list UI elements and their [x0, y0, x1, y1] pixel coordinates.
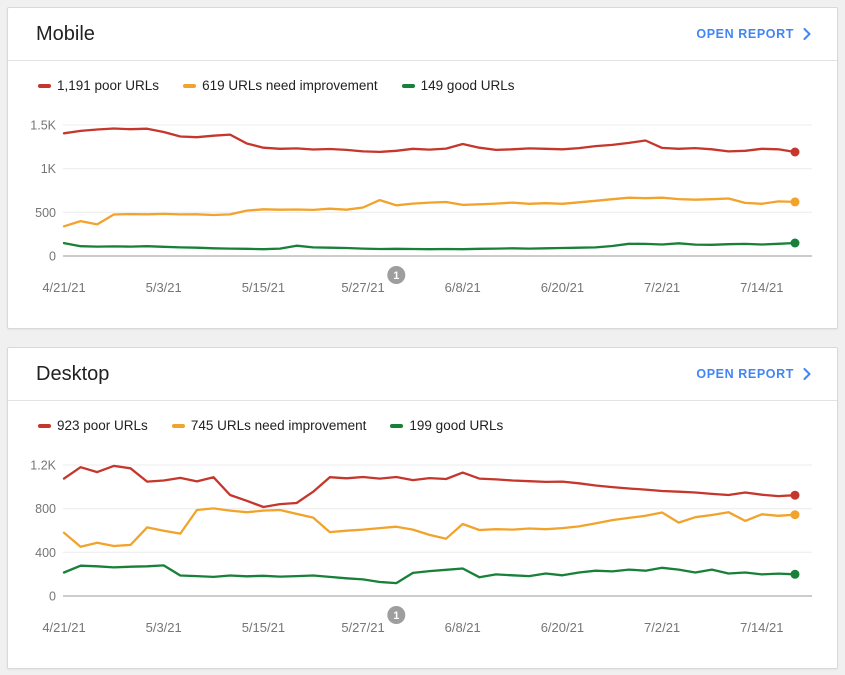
- series-line-good: [62, 564, 797, 585]
- series-end-dot-needs-improvement: [790, 510, 800, 520]
- x-axis-tick-label: 7/2/21: [644, 280, 680, 295]
- chevron-right-icon: [803, 368, 811, 380]
- x-axis-tick-label: 7/2/21: [644, 620, 680, 635]
- y-axis-tick-label: 1K: [41, 162, 57, 176]
- legend-item-needs-improvement[interactable]: 745 URLs need improvement: [171, 418, 367, 434]
- poor-series-dash-icon: [38, 84, 51, 88]
- y-axis-tick-label: 1.5K: [30, 119, 56, 133]
- series-line-poor: [62, 464, 797, 509]
- desktop-card: Desktop OPEN REPORT 923 poor URLs 745 UR…: [7, 347, 838, 669]
- good-series-dash-icon: [401, 84, 415, 88]
- svg-text:1: 1: [393, 610, 399, 622]
- legend-label-good: 149 good URLs: [420, 78, 515, 93]
- y-axis-tick-label: 800: [35, 502, 56, 516]
- legend-label-needs-improvement: 619 URLs need improvement: [202, 78, 378, 93]
- x-axis-tick-label: 5/3/21: [146, 620, 182, 635]
- series-line-poor: [62, 127, 797, 154]
- x-axis-tick-label: 6/20/21: [541, 280, 584, 295]
- x-axis-tick-label: 5/3/21: [146, 280, 182, 295]
- mobile-core-web-vitals-chart[interactable]: 0 500 1K 1.5K 4/21/21 5/3/21 5/15/21 5/27/21 6/8…: [8, 100, 837, 304]
- desktop-open-report-link[interactable]: OPEN REPORT: [696, 367, 811, 381]
- series-line-needs-improvement: [62, 196, 797, 228]
- x-axis-tick-label: 7/14/21: [740, 620, 783, 635]
- annotation-marker[interactable]: 1: [387, 606, 406, 624]
- legend-label-good: 199 good URLs: [409, 418, 504, 433]
- mobile-card-header: Mobile OPEN REPORT: [8, 8, 837, 61]
- legend-item-poor[interactable]: 923 poor URLs: [38, 418, 148, 434]
- series-line-good: [62, 241, 797, 251]
- mobile-card: Mobile OPEN REPORT 1,191 poor URLs 619 U…: [7, 7, 838, 329]
- x-axis-tick-label: 4/21/21: [42, 280, 85, 295]
- x-axis-tick-label: 7/14/21: [740, 280, 783, 295]
- desktop-open-report-label: OPEN REPORT: [696, 367, 794, 381]
- legend-label-needs-improvement: 745 URLs need improvement: [190, 418, 367, 433]
- mobile-open-report-label: OPEN REPORT: [696, 27, 794, 41]
- x-axis-tick-label: 6/8/21: [445, 280, 481, 295]
- y-axis-tick-label: 0: [49, 590, 56, 604]
- series-line-needs-improvement: [62, 507, 797, 548]
- desktop-card-title: Desktop: [36, 362, 110, 385]
- legend-item-good[interactable]: 199 good URLs: [390, 418, 503, 434]
- legend-label-poor: 923 poor URLs: [57, 418, 148, 433]
- x-axis-tick-label: 6/8/21: [445, 620, 481, 635]
- legend-item-good[interactable]: 149 good URLs: [401, 78, 515, 94]
- series-end-dot-needs-improvement: [790, 197, 800, 207]
- x-axis-tick-label: 5/27/21: [341, 280, 384, 295]
- legend-item-needs-improvement[interactable]: 619 URLs need improvement: [183, 78, 378, 94]
- y-axis-tick-label: 500: [35, 206, 56, 220]
- needs-improvement-series-dash-icon: [171, 424, 185, 428]
- x-axis-tick-label: 5/27/21: [341, 620, 384, 635]
- mobile-card-title: Mobile: [36, 22, 95, 45]
- x-axis-tick-label: 6/20/21: [541, 620, 584, 635]
- desktop-chart-legend: 923 poor URLs 745 URLs need improvement …: [8, 401, 837, 434]
- desktop-core-web-vitals-chart[interactable]: 0 400 800 1.2K 4/21/21 5/3/21 5/15/21 5/27/21 6/…: [8, 440, 837, 644]
- mobile-open-report-link[interactable]: OPEN REPORT: [696, 27, 811, 41]
- mobile-chart-legend: 1,191 poor URLs 619 URLs need improvemen…: [8, 61, 837, 94]
- series-end-dot-good: [790, 238, 800, 248]
- chevron-right-icon: [803, 28, 811, 40]
- x-axis-tick-label: 4/21/21: [42, 620, 85, 635]
- svg-text:1: 1: [393, 270, 399, 282]
- y-axis-tick-label: 1.2K: [30, 459, 56, 473]
- needs-improvement-series-dash-icon: [183, 84, 197, 88]
- desktop-card-header: Desktop OPEN REPORT: [8, 348, 837, 401]
- legend-label-poor: 1,191 poor URLs: [57, 78, 160, 93]
- series-end-dot-poor: [790, 490, 800, 500]
- y-axis-tick-label: 0: [49, 250, 56, 264]
- series-end-dot-poor: [790, 147, 800, 157]
- annotation-marker[interactable]: 1: [387, 266, 406, 284]
- legend-item-poor[interactable]: 1,191 poor URLs: [38, 78, 159, 94]
- y-axis-tick-label: 400: [35, 546, 56, 560]
- x-axis-tick-label: 5/15/21: [242, 620, 285, 635]
- poor-series-dash-icon: [38, 424, 51, 428]
- series-end-dot-good: [790, 569, 800, 579]
- good-series-dash-icon: [390, 424, 404, 428]
- x-axis-tick-label: 5/15/21: [242, 280, 285, 295]
